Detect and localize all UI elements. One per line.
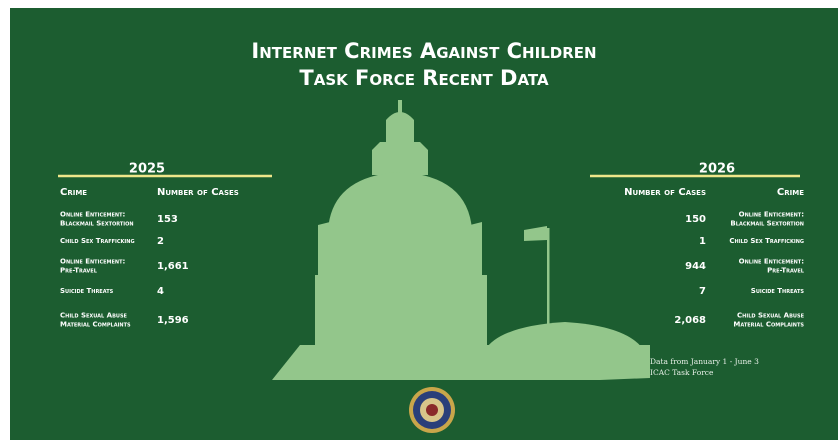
- crime-label: Suicide Threats: [751, 287, 805, 295]
- crime-label: Pre-Travel: [60, 267, 98, 275]
- case-count: 7: [699, 286, 706, 297]
- crime-label: Online Enticement:: [739, 211, 805, 219]
- column-header: Number of Cases: [624, 187, 706, 198]
- crime-label: Child Sexual Abuse: [737, 312, 805, 320]
- crime-label: Child Sex Trafficking: [729, 237, 804, 245]
- case-count: 2,068: [674, 315, 706, 326]
- crime-label: Online Enticement:: [739, 258, 805, 266]
- crime-label: Material Complaints: [60, 321, 131, 329]
- case-count: 153: [157, 214, 178, 225]
- note-line: ICAC Task Force: [650, 368, 714, 377]
- case-count: 1,661: [157, 261, 189, 272]
- crime-label: Blackmail Sextortion: [60, 220, 134, 228]
- column-header: Crime: [60, 187, 87, 198]
- title-line: Task Force Recent Data: [299, 66, 549, 90]
- crime-label: Suicide Threats: [60, 287, 114, 295]
- crime-label: Child Sexual Abuse: [60, 312, 128, 320]
- crime-label: Pre-Travel: [767, 267, 805, 275]
- crime-label: Online Enticement:: [60, 211, 126, 219]
- case-count: 944: [685, 261, 706, 272]
- case-count: 150: [685, 214, 706, 225]
- crime-label: Online Enticement:: [60, 258, 126, 266]
- title-line: Internet Crimes Against Children: [251, 39, 596, 63]
- crime-label: Material Complaints: [733, 321, 804, 329]
- crime-label: Child Sex Trafficking: [60, 237, 135, 245]
- case-count: 2: [157, 236, 164, 247]
- column-header: Number of Cases: [157, 187, 239, 198]
- note-line: Data from January 1 - June 3: [650, 357, 759, 366]
- year: 2025: [129, 162, 165, 177]
- crime-label: Blackmail Sextortion: [730, 220, 804, 228]
- case-count: 4: [157, 286, 164, 297]
- seal: [409, 387, 455, 433]
- infographic: Internet Crimes Against Children Task Fo…: [0, 0, 840, 445]
- case-count: 1: [699, 236, 706, 247]
- column-header: Crime: [777, 187, 804, 198]
- year: 2026: [699, 162, 735, 177]
- case-count: 1,596: [157, 315, 189, 326]
